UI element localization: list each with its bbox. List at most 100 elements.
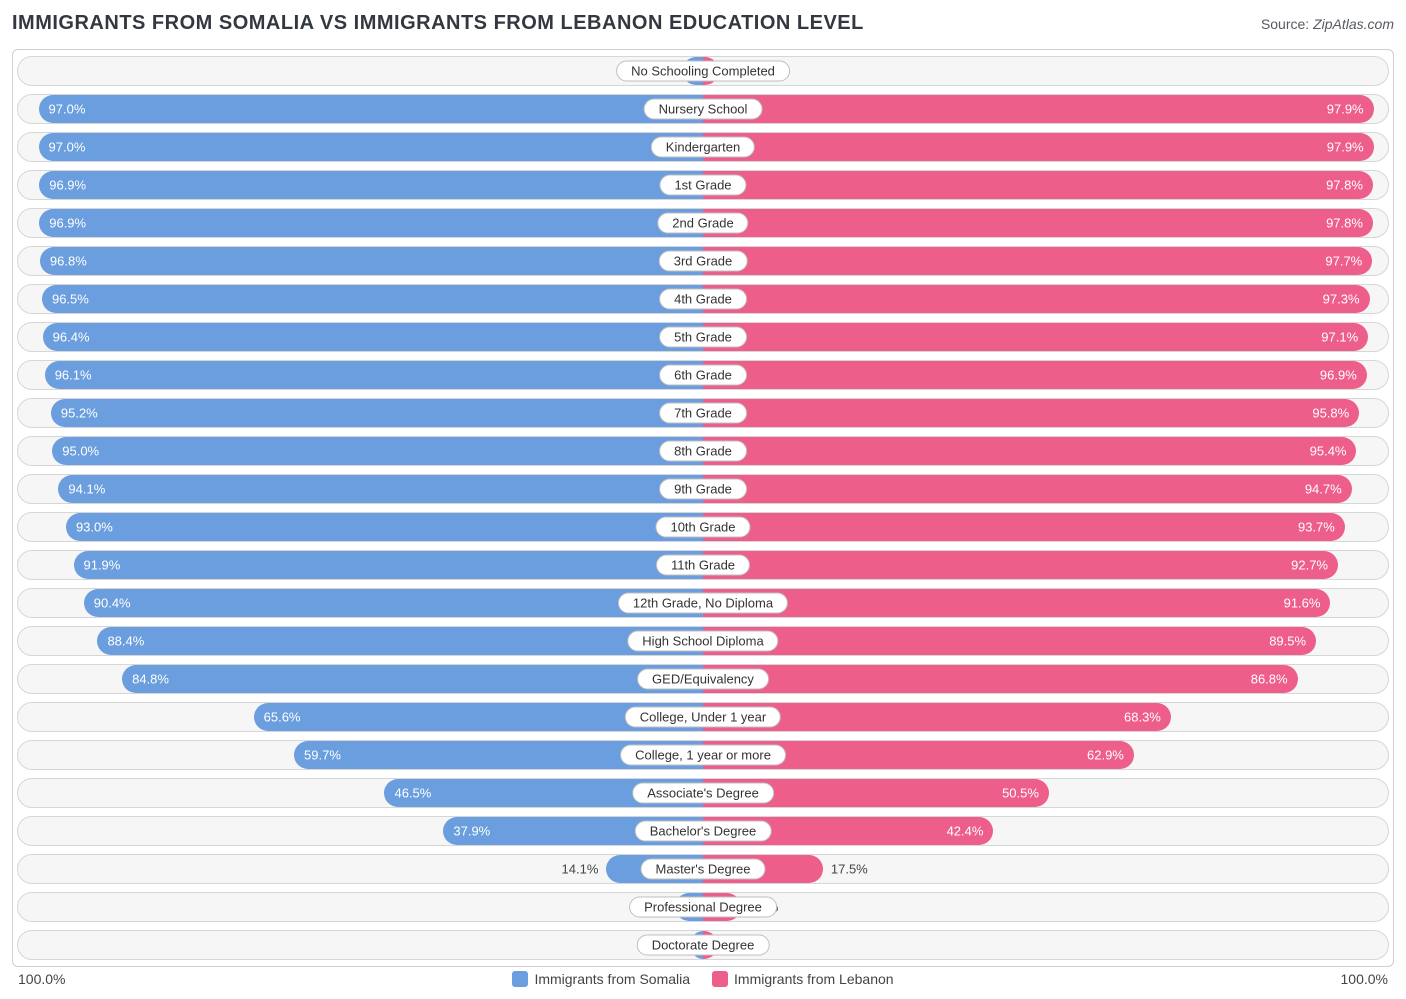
pct-label-left: 96.8% (50, 254, 87, 269)
legend-label-left: Immigrants from Somalia (534, 971, 690, 987)
chart-row: 96.4% 97.1% 5th Grade (17, 322, 1389, 352)
category-label: Associate's Degree (632, 783, 774, 804)
bar-left (39, 171, 703, 199)
chart-header: IMMIGRANTS FROM SOMALIA VS IMMIGRANTS FR… (12, 12, 1394, 35)
pct-label-left: 93.0% (76, 520, 113, 535)
pct-label-right: 97.9% (1327, 102, 1364, 117)
legend-item-right: Immigrants from Lebanon (712, 971, 894, 987)
bar-right (703, 171, 1373, 199)
category-label: Doctorate Degree (637, 935, 770, 956)
bar-right (703, 209, 1373, 237)
bar-left (58, 475, 703, 503)
pct-label-right: 89.5% (1269, 634, 1306, 649)
pct-label-left: 94.1% (68, 482, 105, 497)
bar-right (703, 475, 1352, 503)
pct-label-right: 97.1% (1321, 330, 1358, 345)
bar-left (40, 247, 703, 275)
pct-label-right: 97.8% (1326, 216, 1363, 231)
bar-left (122, 665, 703, 693)
pct-label-right: 95.4% (1310, 444, 1347, 459)
bar-right (703, 513, 1345, 541)
pct-label-left: 97.0% (49, 102, 86, 117)
axis-left-label: 100.0% (18, 971, 65, 987)
chart-row: 4.1%5.5%Professional Degree (17, 892, 1389, 922)
bar-left (66, 513, 703, 541)
legend-item-left: Immigrants from Somalia (512, 971, 690, 987)
pct-label-left: 37.9% (453, 824, 490, 839)
pct-label-left: 14.1% (562, 862, 599, 877)
chart-row: 96.1% 96.9% 6th Grade (17, 360, 1389, 390)
legend-swatch-right (712, 971, 728, 987)
bar-right (703, 399, 1359, 427)
bar-right (703, 665, 1298, 693)
category-label: 7th Grade (659, 403, 747, 424)
chart-row: 94.1% 94.7% 9th Grade (17, 474, 1389, 504)
bar-left (52, 437, 703, 465)
bar-right (703, 361, 1367, 389)
pct-label-left: 95.0% (62, 444, 99, 459)
category-label: 9th Grade (659, 479, 747, 500)
chart-legend: Immigrants from Somalia Immigrants from … (65, 971, 1340, 987)
chart-rows: 3.0%2.3%No Schooling Completed 97.0% 97.9%… (12, 49, 1394, 967)
bar-left (97, 627, 703, 655)
bar-right (703, 551, 1338, 579)
category-label: 6th Grade (659, 365, 747, 386)
chart-row: 1.8%2.2%Doctorate Degree (17, 930, 1389, 960)
pct-label-right: 17.5% (831, 862, 868, 877)
category-label: College, 1 year or more (620, 745, 786, 766)
bar-right (703, 437, 1356, 465)
category-label: GED/Equivalency (637, 669, 769, 690)
chart-row: 46.5% 50.5% Associate's Degree (17, 778, 1389, 808)
pct-label-right: 97.8% (1326, 178, 1363, 193)
bar-right (703, 247, 1372, 275)
category-label: 12th Grade, No Diploma (618, 593, 788, 614)
category-label: 1st Grade (659, 175, 746, 196)
category-label: 5th Grade (659, 327, 747, 348)
bar-left (39, 95, 703, 123)
chart-row: 3.0%2.3%No Schooling Completed (17, 56, 1389, 86)
pct-label-right: 97.9% (1327, 140, 1364, 155)
bar-left (42, 285, 703, 313)
pct-label-left: 97.0% (49, 140, 86, 155)
chart-container: IMMIGRANTS FROM SOMALIA VS IMMIGRANTS FR… (12, 12, 1394, 987)
pct-label-right: 97.7% (1325, 254, 1362, 269)
axis-right-label: 100.0% (1341, 971, 1388, 987)
pct-label-left: 96.4% (53, 330, 90, 345)
chart-row: 91.9%92.7%11th Grade (17, 550, 1389, 580)
pct-label-left: 96.9% (49, 216, 86, 231)
pct-label-left: 96.9% (49, 178, 86, 193)
bar-right (703, 627, 1316, 655)
chart-row: 14.1% 17.5% Master's Degree (17, 854, 1389, 884)
chart-row: 96.9%97.8%2nd Grade (17, 208, 1389, 238)
pct-label-right: 42.4% (947, 824, 984, 839)
pct-label-right: 96.9% (1320, 368, 1357, 383)
category-label: 11th Grade (656, 555, 750, 576)
category-label: 4th Grade (659, 289, 747, 310)
pct-label-left: 84.8% (132, 672, 169, 687)
pct-label-right: 68.3% (1124, 710, 1161, 725)
bar-right (703, 323, 1368, 351)
source-name: ZipAtlas.com (1313, 16, 1394, 32)
chart-row: 37.9%42.4%Bachelor's Degree (17, 816, 1389, 846)
category-label: 3rd Grade (659, 251, 748, 272)
pct-label-right: 62.9% (1087, 748, 1124, 763)
pct-label-left: 46.5% (394, 786, 431, 801)
bar-left (45, 361, 703, 389)
legend-label-right: Immigrants from Lebanon (734, 971, 894, 987)
chart-row: 95.2% 95.8% 7th Grade (17, 398, 1389, 428)
pct-label-left: 95.2% (61, 406, 98, 421)
pct-label-right: 50.5% (1002, 786, 1039, 801)
chart-row: 97.0%97.9%Nursery School (17, 94, 1389, 124)
category-label: Master's Degree (641, 859, 766, 880)
bar-left (51, 399, 703, 427)
chart-row: 65.6%68.3%College, Under 1 year (17, 702, 1389, 732)
pct-label-left: 96.1% (55, 368, 92, 383)
pct-label-left: 59.7% (304, 748, 341, 763)
pct-label-right: 94.7% (1305, 482, 1342, 497)
chart-row: 93.0%93.7%10th Grade (17, 512, 1389, 542)
bar-left (39, 209, 703, 237)
category-label: High School Diploma (627, 631, 778, 652)
chart-row: 95.0%95.4%8th Grade (17, 436, 1389, 466)
pct-label-right: 95.8% (1312, 406, 1349, 421)
chart-source: Source: ZipAtlas.com (1261, 16, 1394, 32)
